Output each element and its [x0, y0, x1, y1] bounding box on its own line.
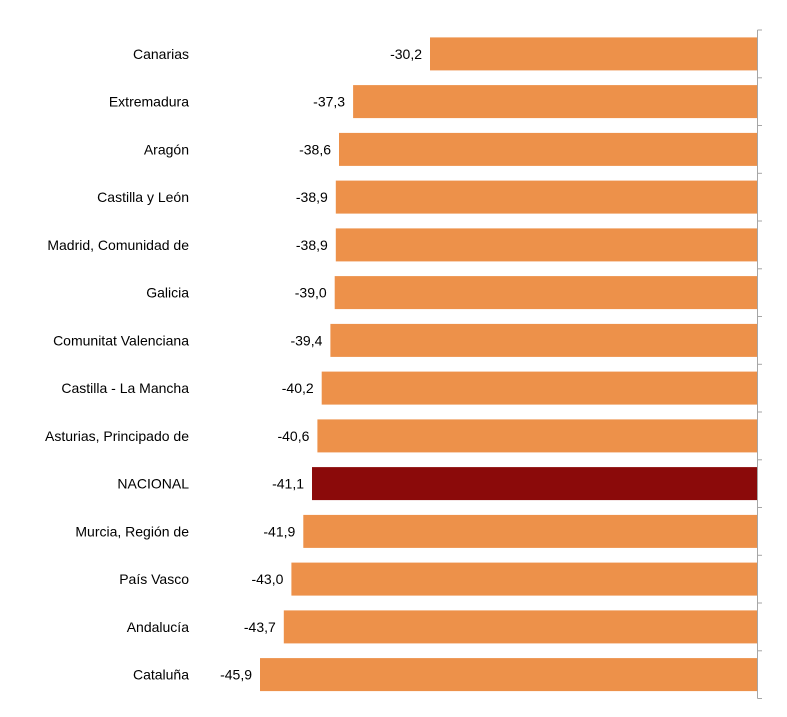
category-label-andalucia: Andalucía	[127, 619, 189, 635]
value-label-extremadura: -37,3	[313, 94, 345, 110]
bar-nacional	[312, 467, 757, 501]
value-label-pais-vasco: -43,0	[251, 571, 283, 587]
bar-comunitat-valenciana	[330, 323, 757, 357]
value-label-galicia: -39,0	[295, 285, 327, 301]
category-label-nacional: NACIONAL	[117, 476, 189, 492]
labels-group: Canarias -30,2 Extremadura -37,3 Aragón -38,6…	[45, 46, 422, 683]
bar-aragon	[339, 132, 757, 166]
category-label-aragon: Aragón	[144, 141, 189, 157]
value-label-murcia-region-de: -41,9	[263, 523, 295, 539]
value-label-castilla-y-leon: -38,9	[296, 189, 328, 205]
value-label-castilla-la-mancha: -40,2	[282, 380, 314, 396]
category-label-castilla-la-mancha: Castilla - La Mancha	[61, 380, 189, 396]
bar-castilla-y-leon	[335, 180, 757, 214]
category-label-pais-vasco: País Vasco	[119, 571, 189, 587]
category-label-murcia-region-de: Murcia, Región de	[75, 523, 189, 539]
bar-extremadura	[353, 85, 757, 119]
category-label-galicia: Galicia	[146, 285, 189, 301]
bar-andalucia	[283, 610, 757, 644]
value-label-andalucia: -43,7	[244, 619, 276, 635]
bars-group	[260, 37, 757, 692]
bar-asturias-principado-de	[317, 419, 757, 453]
axis-group	[757, 29, 762, 699]
category-label-asturias-principado-de: Asturias, Principado de	[45, 428, 189, 444]
category-label-comunitat-valenciana: Comunitat Valenciana	[53, 332, 189, 348]
category-label-extremadura: Extremadura	[109, 94, 189, 110]
bar-murcia-region-de	[303, 514, 757, 548]
bar-canarias	[430, 37, 757, 71]
value-label-aragon: -38,6	[299, 141, 331, 157]
value-label-nacional: -41,1	[272, 476, 304, 492]
category-label-canarias: Canarias	[133, 46, 189, 62]
value-label-cataluna: -45,9	[220, 667, 252, 683]
bar-madrid-comunidad-de	[335, 228, 757, 262]
category-label-madrid-comunidad-de: Madrid, Comunidad de	[47, 237, 189, 253]
bar-galicia	[334, 276, 757, 310]
bar-cataluna	[260, 658, 757, 692]
value-label-asturias-principado-de: -40,6	[277, 428, 309, 444]
bar-pais-vasco	[291, 562, 757, 596]
value-label-canarias: -30,2	[390, 46, 422, 62]
bar-castilla-la-mancha	[321, 371, 757, 405]
value-label-comunitat-valenciana: -39,4	[290, 332, 322, 348]
category-label-cataluna: Cataluña	[133, 667, 189, 683]
value-label-madrid-comunidad-de: -38,9	[296, 237, 328, 253]
category-label-castilla-y-leon: Castilla y León	[97, 189, 189, 205]
